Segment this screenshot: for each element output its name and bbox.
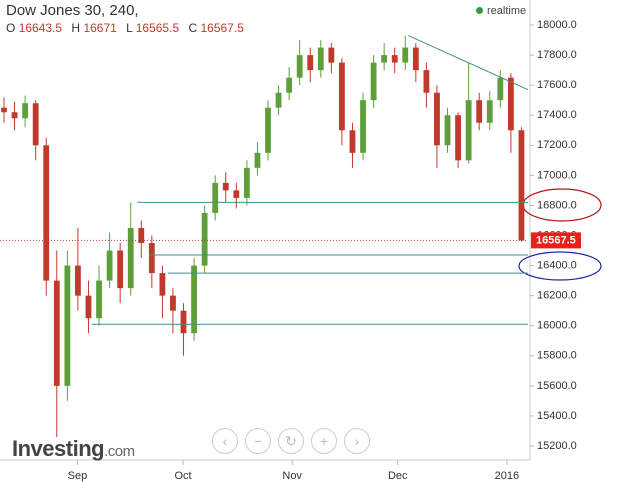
chart-title: Dow Jones 30, 240,	[6, 2, 139, 19]
value: 16671	[83, 21, 117, 35]
candle-body	[434, 92, 440, 146]
scroll-right-button[interactable]: ›	[344, 428, 370, 454]
candle-body	[1, 107, 7, 113]
candle-body	[507, 77, 514, 131]
zoom-in-button[interactable]: +	[311, 428, 337, 454]
candle-body	[370, 62, 377, 101]
x-tick-label: Sep	[68, 470, 88, 482]
y-tick-label: 16200.0	[537, 290, 577, 302]
candle-body	[243, 167, 250, 198]
y-tick-label: 18000.0	[537, 19, 577, 31]
candle-body	[53, 280, 60, 386]
candle-body	[265, 107, 271, 153]
y-tick-label: 17400.0	[537, 109, 577, 121]
candle-body	[170, 295, 176, 311]
candle-body	[180, 310, 187, 334]
x-tick-label: Nov	[282, 470, 302, 482]
candle-body	[85, 295, 92, 319]
y-tick-label: 17000.0	[537, 169, 577, 181]
value: 16643.5	[18, 21, 63, 35]
candle-body	[212, 182, 219, 213]
candle-body	[64, 265, 71, 386]
trend-line	[408, 35, 529, 91]
y-tick-label: 16400.0	[537, 259, 577, 271]
candle-body	[106, 250, 113, 281]
candle-body	[423, 70, 430, 93]
candle-body	[159, 273, 166, 296]
last-price-label: 16567.5	[536, 234, 576, 246]
label: H	[71, 21, 81, 35]
zoom-out-button[interactable]: −	[245, 428, 271, 454]
x-tick-label: Oct	[174, 470, 191, 482]
highlight-ellipse	[518, 251, 602, 281]
candle-body	[339, 62, 345, 131]
candle-body	[307, 55, 314, 71]
y-tick-label: 15400.0	[537, 410, 577, 422]
value: 16567.5	[200, 21, 244, 35]
candle-body	[117, 250, 124, 289]
candle-body	[32, 103, 39, 146]
y-tick-label: 16800.0	[537, 199, 577, 211]
candle-body	[275, 92, 282, 108]
candle-body	[127, 227, 134, 289]
candle-body	[201, 212, 208, 266]
y-tick-label: 15200.0	[537, 440, 577, 452]
candle-body	[328, 47, 335, 63]
realtime-indicator: realtime	[476, 5, 526, 17]
y-tick-label: 15600.0	[537, 380, 577, 392]
candle-body	[486, 100, 493, 123]
candle-body	[233, 190, 240, 198]
candle-body	[360, 100, 366, 153]
candle-body	[317, 47, 324, 71]
value: 16565.5	[135, 21, 180, 35]
y-tick-label: 17600.0	[537, 79, 577, 91]
ohlc-header: O 16643.5 H 16671 L 16565.5 C 16567.5	[6, 21, 250, 35]
candle-body	[296, 55, 303, 78]
candle-body	[254, 152, 261, 168]
candle-body	[43, 145, 50, 281]
candle-body	[222, 182, 229, 191]
candle-body	[349, 130, 356, 153]
x-tick-label: Dec	[388, 470, 408, 482]
candle-body	[148, 243, 155, 274]
watermark-suffix: .com	[104, 443, 135, 460]
label: O	[6, 21, 16, 35]
label: C	[188, 21, 198, 35]
last-price-tag	[531, 232, 581, 249]
candle-body	[412, 47, 419, 71]
scroll-left-button[interactable]: ‹	[212, 428, 238, 454]
candle-body	[286, 77, 293, 93]
candle-body	[11, 112, 18, 119]
y-tick-label: 16000.0	[537, 320, 577, 332]
candle-body	[22, 103, 29, 119]
candle-body	[518, 130, 525, 241]
y-tick-label: 17800.0	[537, 49, 577, 61]
candle-body	[476, 100, 483, 123]
candle-body	[391, 55, 398, 63]
y-tick-label: 17200.0	[537, 139, 577, 151]
candle-body	[444, 115, 451, 146]
candle-body	[455, 115, 461, 161]
candle-body	[381, 55, 388, 63]
candle-body	[96, 280, 102, 319]
y-tick-label: 15800.0	[537, 350, 577, 362]
watermark-text: Investing	[12, 436, 105, 461]
label: L	[126, 21, 133, 35]
reset-button[interactable]: ↻	[278, 428, 304, 454]
candle-body	[497, 77, 504, 101]
candle-body	[402, 47, 409, 63]
candle-body	[465, 100, 472, 161]
candle-body	[138, 227, 145, 244]
x-tick-label: 2016	[495, 470, 519, 482]
candle-body	[191, 265, 197, 334]
candle-body	[75, 265, 81, 296]
watermark: Investing.com	[12, 436, 135, 462]
